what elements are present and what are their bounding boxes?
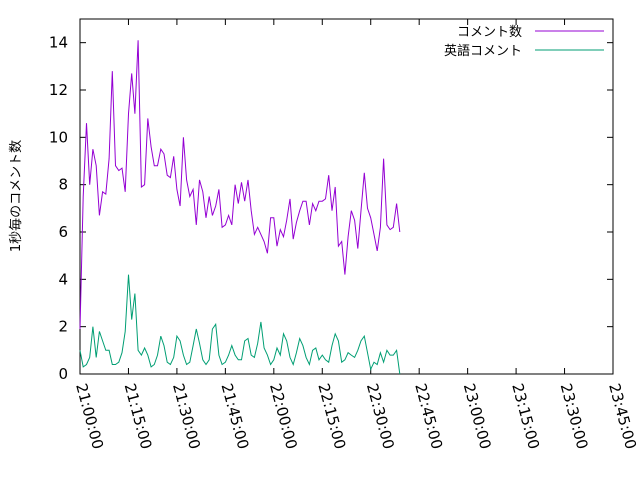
x-tick-label: 23:30:00	[557, 381, 592, 451]
x-tick-label: 22:30:00	[363, 381, 398, 451]
y-tick-label: 0	[58, 365, 68, 383]
x-tick-label: 23:15:00	[508, 381, 543, 451]
y-tick-label: 8	[58, 176, 68, 194]
series-line-0	[79, 40, 401, 330]
x-tick-label: 21:30:00	[169, 381, 204, 451]
plot-frame	[79, 18, 614, 375]
series-lines	[79, 40, 401, 375]
y-axis-label: 1秒毎のコメント数	[8, 140, 24, 252]
y-axis: 0 2 4 6 8 10 12 14	[49, 34, 613, 383]
x-tick-label: 22:45:00	[411, 381, 446, 451]
x-tick-label: 21:45:00	[217, 381, 252, 451]
legend-label: 英語コメント	[444, 43, 522, 59]
x-tick-label: 23:00:00	[460, 381, 495, 451]
y-tick-label: 10	[49, 128, 68, 146]
series-line-1	[79, 274, 401, 375]
y-tick-label: 12	[49, 81, 68, 99]
y-tick-label: 2	[58, 318, 68, 336]
x-tick-label: 22:00:00	[266, 381, 301, 451]
y-tick-label: 4	[58, 270, 68, 288]
x-tick-label: 22:15:00	[314, 381, 349, 451]
y-tick-label: 14	[49, 34, 68, 52]
x-tick-label: 23:45:00	[605, 381, 640, 451]
x-tick-label: 21:00:00	[72, 381, 107, 451]
x-tick-label: 21:15:00	[121, 381, 156, 451]
legend-label: コメント数	[457, 25, 522, 40]
y-tick-label: 6	[58, 223, 68, 241]
